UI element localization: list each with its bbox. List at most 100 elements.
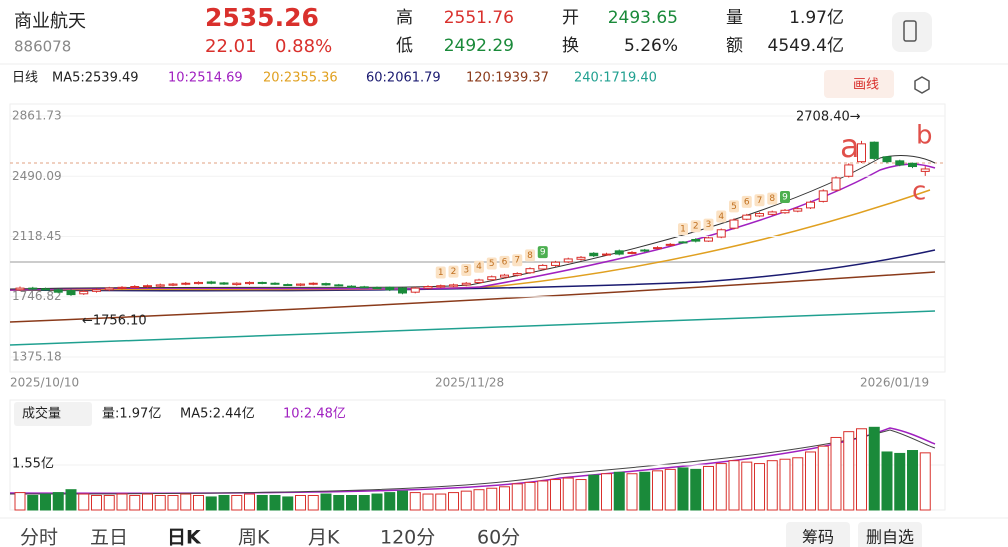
ma5: MA5:2539.49 (52, 71, 139, 86)
volume-bar (154, 494, 166, 511)
sequence-badge (767, 192, 778, 205)
candle-body (423, 286, 433, 289)
candle-body (308, 282, 318, 285)
candle-body (194, 281, 203, 285)
volume-bar (792, 457, 804, 511)
candle-body (372, 287, 382, 290)
volume-bar (537, 480, 549, 511)
tab[interactable]: 120分 (380, 527, 435, 547)
candle-body (66, 290, 76, 296)
volume-bar (473, 489, 485, 511)
volume-bar (754, 463, 765, 511)
candle-body (678, 241, 688, 244)
y-tick-label: 1375.18 (12, 350, 62, 364)
tab[interactable]: 分时 (20, 527, 58, 547)
sequence-label: 7 (757, 196, 763, 206)
candle-body (780, 209, 790, 214)
volume-bar (422, 493, 434, 511)
stock-code: 886078 (14, 38, 71, 56)
sequence-badge (486, 257, 497, 270)
tab[interactable]: 月K (308, 527, 340, 547)
candle-body (53, 289, 63, 293)
button[interactable] (858, 522, 922, 547)
volume-bar (703, 465, 714, 511)
candle-body (257, 281, 267, 284)
volume-bar (511, 483, 523, 511)
ma-line (9, 271, 936, 323)
sequence-badge (729, 200, 739, 213)
volume-selector-label: 成交量 (22, 406, 61, 422)
tab[interactable]: 周K (238, 527, 270, 547)
icon (903, 20, 917, 42)
candle-body (487, 276, 497, 281)
price: 2535.26 (205, 3, 319, 32)
volume-bar (868, 426, 880, 511)
tab[interactable]: 60分 (477, 527, 520, 547)
candle-body (512, 273, 522, 276)
volume-bar (333, 494, 345, 511)
candle-body (168, 283, 178, 286)
annotation: 2708.40→ (796, 110, 861, 125)
volume-bar (91, 494, 102, 511)
sequence-label: 9 (782, 193, 788, 203)
sequence-label: 8 (527, 251, 533, 261)
volume-bar (282, 496, 294, 511)
sequence-badge (780, 191, 790, 204)
candle-body (525, 268, 535, 274)
button-label: 筹码 (802, 528, 834, 547)
volume-bar (881, 451, 893, 511)
tab[interactable]: 日K (167, 527, 202, 547)
ma10: 10:2514.69 (168, 71, 243, 86)
x-tick-label: 2025/10/10 (10, 376, 79, 390)
volume-bar (231, 494, 243, 511)
ma240: 240:1719.40 (574, 71, 657, 86)
ma120: 120:1939.37 (466, 71, 549, 86)
volume-bar (435, 493, 447, 511)
sequence-label: 5 (489, 259, 495, 269)
label: 低 (396, 36, 413, 56)
volume-bar (397, 490, 408, 511)
candle-body (614, 250, 624, 255)
candle-body (602, 253, 611, 256)
volume-bar (830, 436, 842, 511)
volume-bar (14, 492, 26, 511)
volume-selector[interactable] (14, 402, 92, 426)
settings-icon[interactable] (914, 76, 930, 94)
sequence-label: 4 (476, 262, 482, 272)
y-tick-label: 1746.82 (12, 289, 62, 303)
volume-bar (103, 494, 115, 511)
volume-bar (180, 493, 192, 511)
volume-bar (613, 471, 625, 511)
candle-body (882, 156, 892, 163)
candle-body (857, 143, 866, 163)
volume-bar (817, 445, 829, 511)
candle-body (627, 251, 637, 254)
volume-bar (524, 481, 536, 511)
vol-ma10: 10:2.48亿 (283, 407, 346, 422)
x-tick-label: 2025/11/28 (435, 376, 504, 390)
volume-bar (805, 451, 816, 511)
tab[interactable]: 五日 (90, 527, 128, 547)
candle-body (155, 284, 165, 287)
volume-bar (205, 496, 217, 511)
label: 高 (396, 8, 413, 28)
candle-body (436, 285, 446, 288)
y-tick-label: 2118.45 (12, 229, 62, 243)
candle-body (245, 281, 254, 285)
price-frame (9, 103, 946, 373)
ma-line (9, 155, 936, 290)
candle-body (296, 283, 305, 286)
candle-body (729, 219, 739, 229)
candle-body (347, 285, 356, 288)
candle-body (117, 286, 127, 289)
volume-bar (307, 494, 319, 511)
volume-bar (460, 490, 472, 511)
candle-body (449, 284, 458, 287)
draw-button[interactable] (824, 70, 894, 98)
candle-body (79, 290, 89, 295)
volume-bar (894, 452, 906, 511)
candle-body (755, 213, 764, 217)
volume-bar (129, 494, 141, 511)
device-button[interactable] (892, 12, 932, 52)
button[interactable] (786, 522, 850, 547)
